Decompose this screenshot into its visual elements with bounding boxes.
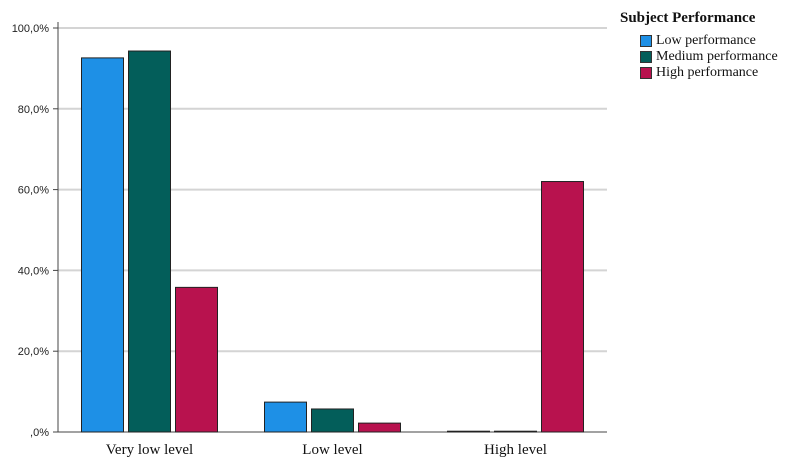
legend-item-high: High performance xyxy=(640,65,790,81)
bar-low-performance-very-low-level xyxy=(81,57,124,433)
y-tick-label: 60,0% xyxy=(18,185,49,197)
x-category-label: High level xyxy=(484,442,547,458)
y-tick-label: ,0% xyxy=(30,427,49,439)
bar-medium-performance-very-low-level xyxy=(128,50,171,433)
x-category-label: Very low level xyxy=(106,442,193,458)
legend-label-low: Low performance xyxy=(656,33,756,48)
bar-medium-performance-high-level xyxy=(494,430,537,433)
bar-medium-performance-low-level xyxy=(311,408,354,433)
legend-item-medium: Medium performance xyxy=(640,49,790,65)
legend-label-high: High performance xyxy=(656,65,759,80)
y-tick-label: 40,0% xyxy=(18,265,49,277)
bar-high-performance-high-level xyxy=(541,181,584,433)
y-tick-label: 100,0% xyxy=(12,23,50,35)
bar-high-performance-low-level xyxy=(358,422,401,433)
bars xyxy=(81,50,584,433)
x-category-label: Low level xyxy=(302,442,362,458)
labels: 100,0% 80,0% 60,0% 40,0% 20,0% ,0% Very low le… xyxy=(12,23,547,458)
legend-swatch-low xyxy=(640,35,652,47)
legend-swatch-high xyxy=(640,67,652,79)
legend-item-low: Low performance xyxy=(640,33,790,49)
y-tick-label: 20,0% xyxy=(18,346,49,358)
legend-swatch-medium xyxy=(640,51,652,63)
y-tick-label: 80,0% xyxy=(18,104,49,116)
legend-title: Subject Performance xyxy=(620,10,756,26)
legend: Subject Performance Low performance Medi… xyxy=(620,10,790,81)
legend-label-medium: Medium performance xyxy=(656,49,778,64)
bar-low-performance-low-level xyxy=(264,401,307,433)
bar-low-performance-high-level xyxy=(447,430,490,433)
bar-high-performance-very-low-level xyxy=(175,286,218,433)
